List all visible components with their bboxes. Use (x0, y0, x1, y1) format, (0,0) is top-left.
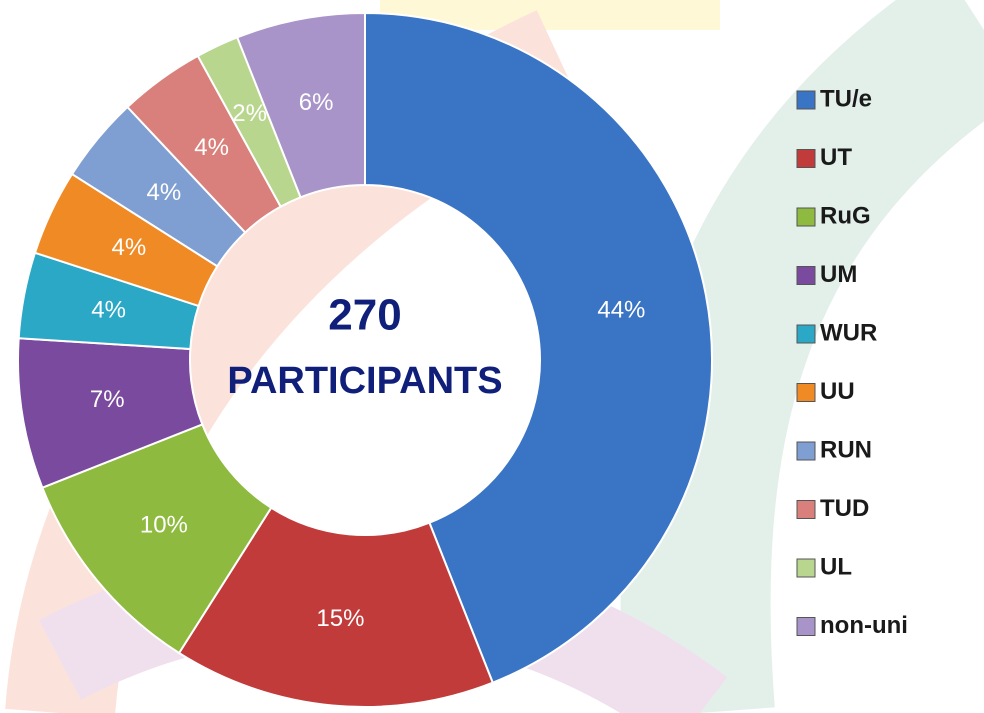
data-label: 2% (232, 100, 267, 127)
legend-label: WUR (820, 319, 877, 346)
legend-label: UT (820, 144, 852, 171)
legend-swatch (796, 266, 816, 285)
wedge (235, 11, 366, 199)
legend-swatch (796, 500, 816, 519)
legend-label: TU/e (820, 85, 872, 112)
legend-swatch (796, 149, 816, 168)
legend-label: UU (820, 378, 855, 405)
legend-label: RuG (820, 202, 871, 229)
legend-label: UM (820, 261, 857, 288)
legend-label: TUD (820, 495, 869, 522)
data-label: 15% (316, 605, 364, 632)
legend-swatch (796, 617, 816, 636)
legend-swatch (796, 558, 816, 578)
data-label: 10% (140, 512, 188, 539)
center-label: PARTICIPANTS (227, 360, 502, 402)
data-label: 4% (91, 296, 126, 323)
legend-swatch (796, 207, 816, 227)
legend-label: RUN (820, 436, 872, 463)
wedge (41, 423, 273, 655)
legend-swatch (796, 90, 816, 110)
data-label: 4% (147, 179, 182, 206)
wedge (364, 11, 713, 684)
data-label: 6% (299, 89, 334, 116)
legend-swatch (796, 441, 816, 461)
data-label: 44% (597, 296, 645, 323)
legend-label: UL (820, 553, 852, 580)
legend-label: non-uni (820, 612, 908, 639)
data-label: 4% (111, 234, 146, 261)
wedge (177, 506, 495, 708)
legend-swatch (796, 324, 816, 344)
legend-swatch (796, 383, 816, 402)
data-label: 4% (194, 134, 229, 161)
data-label: 7% (90, 386, 125, 413)
center-number: 270 (328, 291, 401, 340)
